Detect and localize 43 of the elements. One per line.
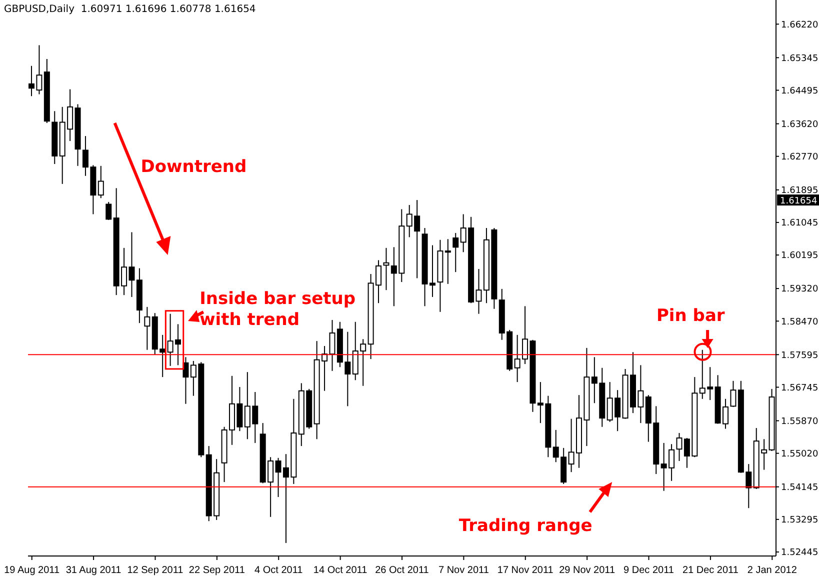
x-tick-label: 17 Nov 2011 <box>497 565 554 576</box>
y-tick-label: 1.61045 <box>781 218 818 229</box>
annotation: Pin bar <box>656 306 726 326</box>
annotation: Downtrend <box>140 157 247 177</box>
candlestick <box>106 201 112 220</box>
y-tick-label: 1.55020 <box>781 450 818 460</box>
candlestick <box>730 380 736 408</box>
x-tick-label: 12 Sep 2011 <box>127 565 184 576</box>
x-tick-label: 21 Dec 2011 <box>682 565 739 576</box>
x-tick-label: 4 Oct 2011 <box>254 565 304 576</box>
y-tick-label: 1.57595 <box>781 350 818 361</box>
annotation: Inside bar setup with trend <box>200 289 356 330</box>
y-tick-label: 1.53295 <box>781 516 818 526</box>
y-tick-label: 1.56745 <box>781 383 818 394</box>
x-tick-label: 29 Nov 2011 <box>559 565 616 576</box>
x-tick-label: 31 Aug 2011 <box>66 565 122 576</box>
x-tick-label: 19 Aug 2011 <box>4 565 60 576</box>
y-tick-label: 1.58470 <box>781 317 818 328</box>
candlestick <box>383 247 390 291</box>
x-tick-label: 9 Dec 2011 <box>624 565 674 576</box>
x-tick-label: 2 Jan 2012 <box>747 565 798 576</box>
y-tick-label: 1.63620 <box>781 120 818 130</box>
x-tick-label: 14 Oct 2011 <box>313 565 368 576</box>
chart-title: GBPUSD,Daily 1.60971 1.61696 1.60778 1.61654 <box>4 4 256 15</box>
y-tick-label: 1.64495 <box>781 86 818 96</box>
y-tick-label: 1.62770 <box>781 152 818 163</box>
y-tick-label: 1.52445 <box>781 548 818 558</box>
candlestick <box>444 238 451 284</box>
annotation: Trading range <box>458 516 592 536</box>
candlestick <box>144 306 150 350</box>
y-tick-label: 1.54145 <box>781 483 818 494</box>
x-tick-label: 22 Sep 2011 <box>188 565 246 576</box>
y-tick-label: 1.61895 <box>781 186 818 196</box>
y-tick-label: 1.65345 <box>781 54 818 64</box>
x-tick-label: 7 Nov 2011 <box>438 565 490 576</box>
text: 1.61654 <box>780 196 818 206</box>
y-tick-label: 1.59320 <box>781 284 818 295</box>
y-tick-label: 1.60195 <box>781 251 818 262</box>
candlestick <box>452 232 459 273</box>
y-tick-label: 1.66220 <box>781 20 818 30</box>
candlestick <box>98 165 104 199</box>
y-tick-label: 1.55870 <box>781 416 818 427</box>
x-tick-label: 26 Oct 2011 <box>375 565 430 576</box>
